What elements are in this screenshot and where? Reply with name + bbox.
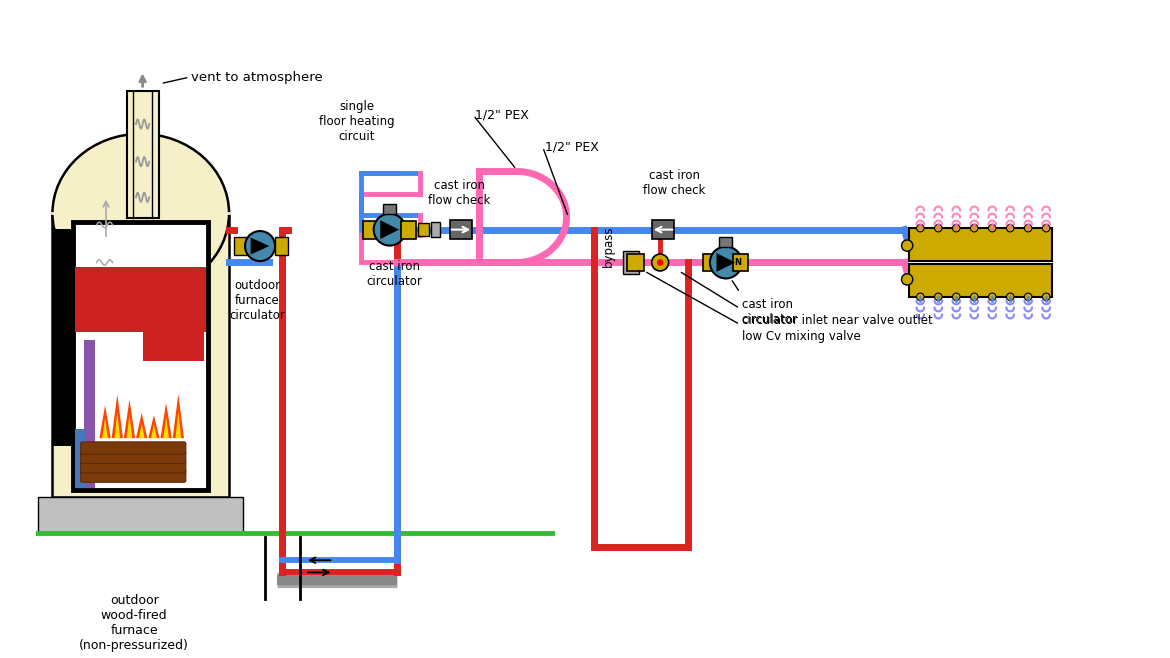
Text: bypass: bypass xyxy=(601,225,615,266)
Polygon shape xyxy=(160,403,172,438)
Text: cast iron
circulator: cast iron circulator xyxy=(742,298,798,326)
Bar xyxy=(75,429,87,488)
Polygon shape xyxy=(102,418,108,438)
Polygon shape xyxy=(126,415,132,438)
Circle shape xyxy=(952,293,961,301)
Text: circulator inlet near valve outlet: circulator inlet near valve outlet xyxy=(742,314,932,327)
Circle shape xyxy=(1006,293,1014,301)
Bar xyxy=(84,340,95,488)
Bar xyxy=(275,237,288,255)
FancyBboxPatch shape xyxy=(81,442,186,454)
FancyBboxPatch shape xyxy=(81,470,186,482)
Circle shape xyxy=(652,254,668,271)
FancyBboxPatch shape xyxy=(81,451,186,463)
Bar xyxy=(734,253,749,271)
Circle shape xyxy=(935,293,942,301)
Text: outdoor
wood-fired
furnace
(non-pressurized): outdoor wood-fired furnace (non-pressuri… xyxy=(80,594,190,652)
Bar xyxy=(39,497,243,533)
Circle shape xyxy=(373,214,406,245)
Polygon shape xyxy=(111,394,123,438)
Text: outdoor
furnace
circulator: outdoor furnace circulator xyxy=(229,279,285,322)
Text: 1/2" PEX: 1/2" PEX xyxy=(475,109,529,122)
Bar xyxy=(627,254,645,271)
Circle shape xyxy=(952,224,961,232)
Bar xyxy=(75,267,206,332)
Polygon shape xyxy=(380,220,399,239)
Bar xyxy=(53,229,73,445)
Bar xyxy=(431,222,440,237)
Circle shape xyxy=(656,259,663,266)
Circle shape xyxy=(989,224,996,232)
Text: vent to atmosphere: vent to atmosphere xyxy=(192,70,323,84)
Text: cast iron
flow check: cast iron flow check xyxy=(428,179,490,207)
Circle shape xyxy=(989,293,996,301)
Bar xyxy=(234,237,247,255)
Bar xyxy=(703,253,718,271)
Circle shape xyxy=(970,293,978,301)
Circle shape xyxy=(245,231,275,261)
Circle shape xyxy=(1042,293,1049,301)
Bar xyxy=(449,220,473,239)
Polygon shape xyxy=(176,412,181,438)
Text: low Cv mixing valve: low Cv mixing valve xyxy=(742,330,861,343)
FancyBboxPatch shape xyxy=(81,461,186,473)
Circle shape xyxy=(916,224,924,232)
Polygon shape xyxy=(173,394,184,438)
Circle shape xyxy=(935,224,942,232)
Bar xyxy=(126,91,159,218)
Text: 1/2" PEX: 1/2" PEX xyxy=(544,140,599,153)
Bar xyxy=(73,222,208,490)
Circle shape xyxy=(1042,224,1049,232)
Polygon shape xyxy=(149,415,159,438)
Bar xyxy=(909,265,1052,297)
Polygon shape xyxy=(151,424,157,438)
Bar xyxy=(364,220,378,239)
Text: cast iron
flow check: cast iron flow check xyxy=(644,168,706,197)
Text: cast iron
circulator: cast iron circulator xyxy=(366,260,422,288)
Circle shape xyxy=(1025,224,1032,232)
Bar xyxy=(418,223,429,236)
Bar xyxy=(622,251,640,274)
Circle shape xyxy=(916,293,924,301)
Bar xyxy=(909,228,1052,261)
Polygon shape xyxy=(250,238,269,255)
Text: single
floor heating
circuit: single floor heating circuit xyxy=(319,100,394,143)
Bar xyxy=(383,204,397,214)
Polygon shape xyxy=(136,413,147,438)
Circle shape xyxy=(1025,293,1032,301)
Circle shape xyxy=(970,224,978,232)
Polygon shape xyxy=(99,405,111,438)
Polygon shape xyxy=(716,253,735,272)
Circle shape xyxy=(1006,224,1014,232)
Ellipse shape xyxy=(53,134,229,293)
Circle shape xyxy=(710,247,742,278)
Bar xyxy=(720,237,732,247)
Bar xyxy=(652,220,674,239)
Circle shape xyxy=(902,240,913,251)
Polygon shape xyxy=(164,417,168,438)
Bar xyxy=(401,220,417,239)
Text: N: N xyxy=(735,258,742,267)
Polygon shape xyxy=(115,412,121,438)
Polygon shape xyxy=(124,399,135,438)
Circle shape xyxy=(902,274,913,285)
Bar xyxy=(53,213,229,497)
Polygon shape xyxy=(139,423,145,438)
Bar xyxy=(144,267,205,361)
